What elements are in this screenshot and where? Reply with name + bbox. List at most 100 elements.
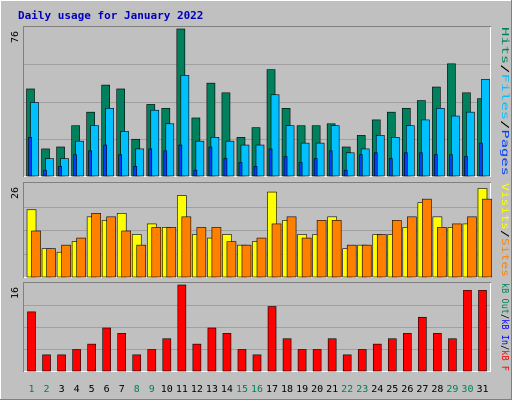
bar-pages-day-22 <box>343 169 348 177</box>
bar-pages-day-15 <box>238 162 243 177</box>
bar-pages-day-23 <box>358 154 363 177</box>
bar-pages-day-1 <box>28 137 32 177</box>
day-label-17: 17 <box>266 384 278 395</box>
bar-kb-f-day-28 <box>433 333 442 372</box>
bar-pages-day-11 <box>178 144 183 177</box>
bar-sites-day-12 <box>196 227 207 278</box>
legend-visits-sites: Visits/Sites <box>499 183 510 277</box>
bar-kb-f-day-4 <box>72 349 81 372</box>
bar-kb-f-day-27 <box>418 316 427 372</box>
bar-pages-day-25 <box>388 158 393 177</box>
bar-sites-day-7 <box>121 230 132 278</box>
bar-sites-day-27 <box>422 198 432 278</box>
bar-files-day-11 <box>180 75 190 177</box>
bar-files-day-2 <box>45 158 54 177</box>
bar-pages-day-18 <box>283 156 288 177</box>
bar-kb-f-day-19 <box>297 349 307 372</box>
bar-sites-day-16 <box>256 237 267 278</box>
bar-files-day-26 <box>406 125 415 177</box>
day-label-24: 24 <box>371 384 383 395</box>
bar-kb-f-day-24 <box>372 343 382 372</box>
bar-kb-f-day-7 <box>117 333 127 372</box>
bar-sites-day-10 <box>166 227 177 278</box>
bar-pages-day-8 <box>133 166 138 177</box>
day-label-30: 30 <box>461 384 473 395</box>
panel-hits-files-pages: 76 Hits/Files/Pages <box>10 26 510 177</box>
bar-pages-day-21 <box>328 150 333 177</box>
bar-pages-day-9 <box>148 148 153 177</box>
bar-kb-f-day-14 <box>222 333 232 372</box>
chart-title: Daily usage for January 2022 <box>18 9 203 22</box>
bar-files-day-16 <box>255 144 265 177</box>
bar-kb-f-day-23 <box>357 349 367 372</box>
bar-pages-day-31 <box>479 142 483 177</box>
bar-files-day-30 <box>466 111 475 177</box>
bar-files-day-12 <box>195 140 205 177</box>
bar-kb-f-day-15 <box>237 349 247 372</box>
bar-kb-f-day-22 <box>342 354 352 372</box>
bar-files-day-28 <box>436 108 445 177</box>
legend-separator: / <box>499 120 510 129</box>
day-label-25: 25 <box>386 384 398 395</box>
day-label-16: 16 <box>251 384 263 395</box>
bar-pages-day-27 <box>419 152 423 177</box>
bar-kb-f-day-17 <box>267 306 277 372</box>
bar-sites-day-13 <box>211 227 222 278</box>
bar-sites-day-19 <box>301 237 312 278</box>
bar-kb-f-day-1 <box>27 311 36 372</box>
bar-kb-f-day-6 <box>102 327 111 372</box>
bar-sites-day-22 <box>346 244 357 278</box>
bar-pages-day-6 <box>103 144 107 177</box>
bar-kb-f-day-26 <box>403 333 412 372</box>
bar-kb-f-day-11 <box>177 284 187 372</box>
legend-item-kb-f: kB F <box>499 350 510 371</box>
bar-kb-f-day-30 <box>463 290 472 372</box>
bar-sites-day-3 <box>61 244 71 278</box>
bar-kb-f-day-2 <box>42 354 51 372</box>
legend-separator: / <box>499 345 510 350</box>
day-label-5: 5 <box>89 384 95 395</box>
bar-sites-day-4 <box>76 237 86 278</box>
bar-sites-day-24 <box>376 234 387 278</box>
bar-files-day-9 <box>150 109 160 177</box>
day-label-20: 20 <box>311 384 323 395</box>
bar-kb-f-day-10 <box>162 338 172 372</box>
bar-pages-day-7 <box>118 154 123 177</box>
legend-separator: / <box>499 230 510 238</box>
legend-item-sites: Sites <box>499 238 510 277</box>
bar-files-day-25 <box>390 137 400 177</box>
bar-kb-f-day-13 <box>207 327 217 372</box>
bar-sites-day-11 <box>181 216 192 278</box>
bar-sites-day-26 <box>407 216 417 278</box>
legend-separator: / <box>499 64 510 73</box>
bar-sites-day-28 <box>437 227 447 278</box>
bar-files-day-8 <box>135 148 145 177</box>
bar-sites-day-25 <box>391 220 402 278</box>
day-label-6: 6 <box>104 384 110 395</box>
legend-item-hits: Hits <box>499 27 510 64</box>
day-label-13: 13 <box>206 384 218 395</box>
bar-files-day-22 <box>345 152 355 177</box>
day-label-4: 4 <box>74 384 80 395</box>
bar-files-day-27 <box>421 119 430 177</box>
bar-files-day-18 <box>285 125 295 177</box>
bar-sites-day-20 <box>316 220 327 278</box>
day-label-31: 31 <box>476 384 488 395</box>
bar-files-day-31 <box>481 78 490 177</box>
bar-sites-day-21 <box>331 220 342 278</box>
bar-sites-day-17 <box>271 223 282 278</box>
bar-files-day-19 <box>300 142 310 177</box>
day-label-29: 29 <box>446 384 458 395</box>
bar-pages-day-26 <box>404 152 408 177</box>
bar-pages-day-20 <box>313 158 318 177</box>
bar-sites-day-14 <box>226 241 237 278</box>
day-label-8: 8 <box>134 384 140 395</box>
day-label-12: 12 <box>191 384 203 395</box>
legend-item-kb-in: kB In <box>499 319 510 345</box>
bar-files-day-17 <box>270 94 280 177</box>
legend-item-kb-out: kB Out <box>499 283 510 314</box>
y-max-label: 26 <box>10 187 21 199</box>
bar-kb-f-day-29 <box>448 338 457 372</box>
bar-kb-f-day-9 <box>147 349 157 372</box>
